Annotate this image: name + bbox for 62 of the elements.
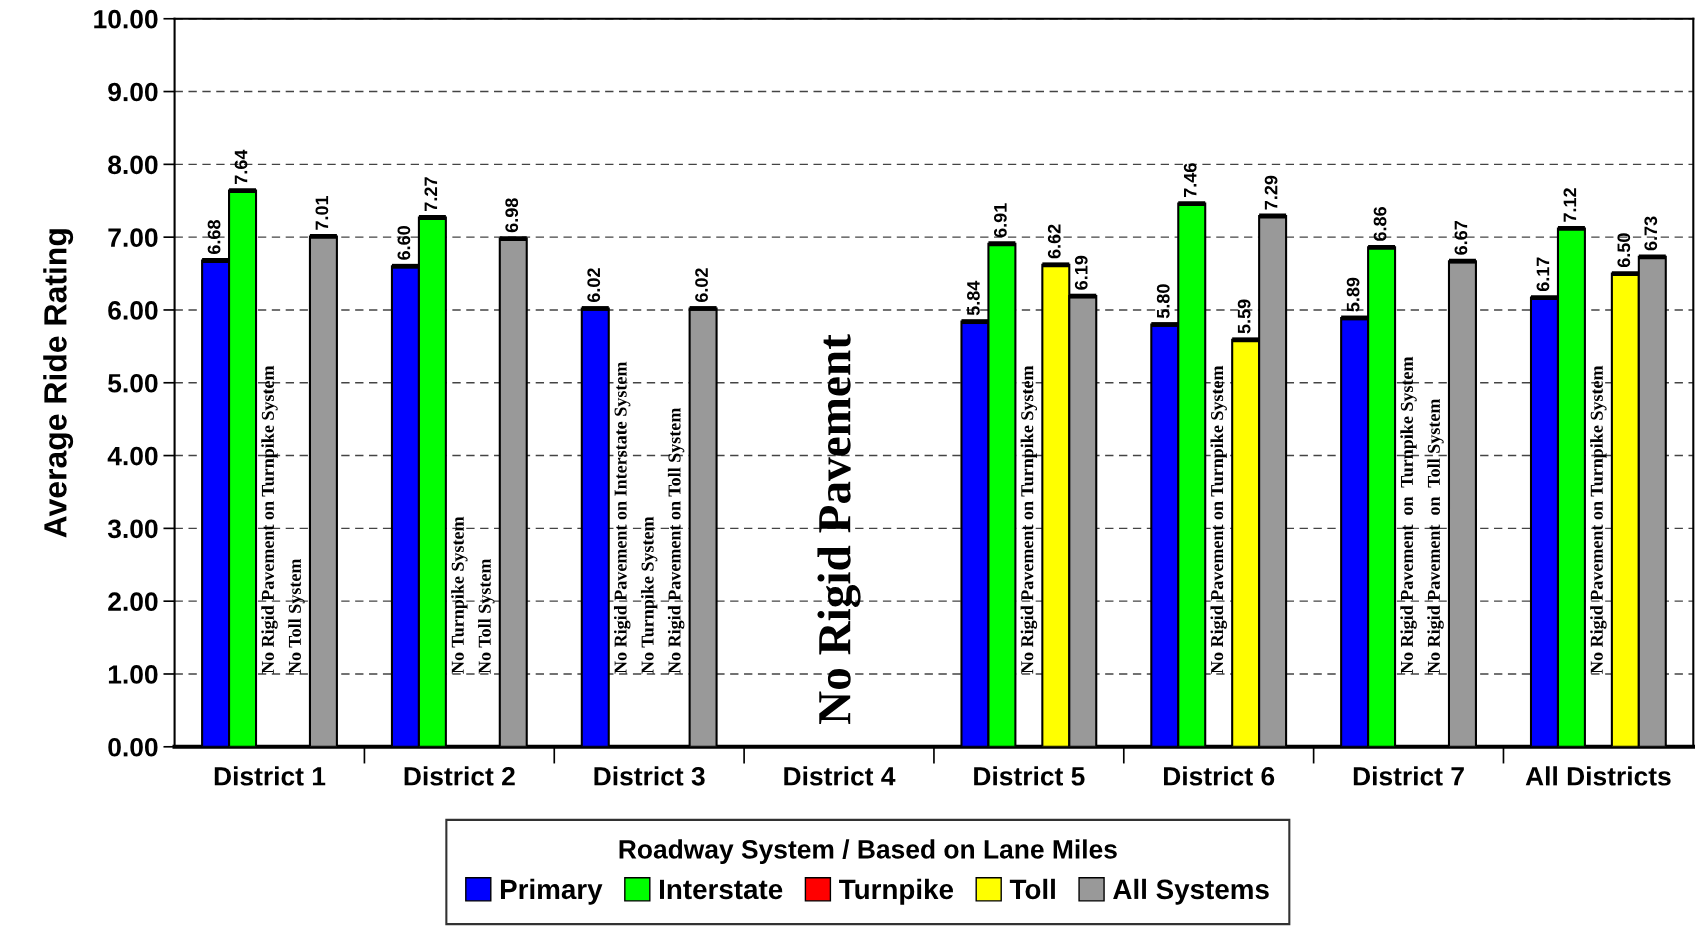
data-label: 5.59	[1237, 299, 1251, 334]
y-tick-label: 5.00	[108, 373, 158, 393]
y-tick-label: 2.00	[108, 592, 158, 611]
data-label: 6.86	[1373, 207, 1387, 241]
x-tick-label: All Districts	[1525, 766, 1671, 786]
y-tick-label: 1.00	[108, 665, 158, 684]
data-label: 6.91	[993, 203, 1007, 238]
x-tick-label: District 1	[214, 766, 326, 786]
x-tick-label: District 2	[404, 766, 515, 786]
annotation: No Toll System	[288, 558, 305, 674]
annotation: No Rigid Pavement on Turnpike System	[1590, 365, 1607, 674]
data-label: 7.27	[424, 177, 438, 211]
data-label: 7.01	[315, 195, 329, 230]
data-label: 5.84	[967, 280, 980, 316]
x-tick-label: District 4	[784, 766, 896, 786]
data-label: 6.98	[505, 198, 519, 233]
data-label: 6.19	[1074, 255, 1088, 290]
annotation: No Rigid Pavement on Toll System	[667, 407, 685, 674]
data-label: 6.02	[695, 268, 708, 303]
data-label: 6.17	[1536, 257, 1550, 292]
data-label: 6.67	[1454, 221, 1468, 255]
data-label: 5.89	[1346, 277, 1360, 312]
annotation: No Rigid Pavement on Interstate System	[613, 361, 631, 674]
data-label: 5.80	[1156, 284, 1170, 319]
data-label: 7.64	[234, 149, 248, 184]
annotation: No Rigid Pavement on Turnpike System	[261, 365, 278, 674]
annotation: No Rigid Pavement on Turnpike System	[1400, 356, 1417, 674]
annotation: No Rigid Pavement on Turnpike System	[1210, 365, 1227, 674]
annotation: No Turnpike System	[451, 516, 468, 674]
y-tick-label: 8.00	[108, 155, 158, 175]
annotation: No Turnpike System	[640, 516, 658, 674]
legend-label: Interstate	[660, 879, 783, 900]
legend-title: Roadway System / Based on Lane Miles	[619, 839, 1117, 864]
data-label: 7.29	[1264, 175, 1278, 210]
y-tick-label: 3.00	[107, 519, 158, 539]
y-tick-label: 9.00	[108, 82, 158, 102]
y-axis-title: Average Ride Rating	[43, 229, 74, 538]
y-tick-label: 4.00	[107, 446, 158, 466]
data-label: 7.46	[1183, 163, 1197, 198]
x-tick-label: District 3	[594, 766, 705, 786]
annotation: No Rigid Pavement	[817, 334, 861, 725]
annotation: No Toll System	[478, 558, 495, 674]
x-tick-label: District 5	[974, 766, 1085, 786]
legend-label: Toll	[1009, 878, 1055, 900]
x-tick-label: District 7	[1353, 766, 1464, 786]
annotation: No Rigid Pavement on Toll System	[1427, 398, 1444, 674]
y-tick-label: 6.00	[108, 301, 158, 320]
data-label: 6.62	[1047, 224, 1061, 259]
data-label: 6.50	[1617, 233, 1631, 268]
y-tick-label: 7.00	[108, 228, 158, 247]
data-label: 6.68	[207, 220, 221, 254]
x-tick-label: District 6	[1164, 766, 1275, 786]
y-tick-label: 0.00	[108, 737, 158, 757]
y-tick-label: 10.00	[94, 9, 158, 29]
data-label: 7.12	[1563, 188, 1577, 222]
data-label: 6.73	[1644, 216, 1658, 251]
legend-label: Turnpike	[839, 878, 954, 905]
legend-label: All Systems	[1113, 878, 1269, 905]
data-label: 6.02	[587, 268, 601, 303]
annotation: No Rigid Pavement on Turnpike System	[1020, 365, 1038, 674]
legend-label: Primary	[500, 878, 603, 905]
data-label: 6.60	[397, 226, 411, 260]
